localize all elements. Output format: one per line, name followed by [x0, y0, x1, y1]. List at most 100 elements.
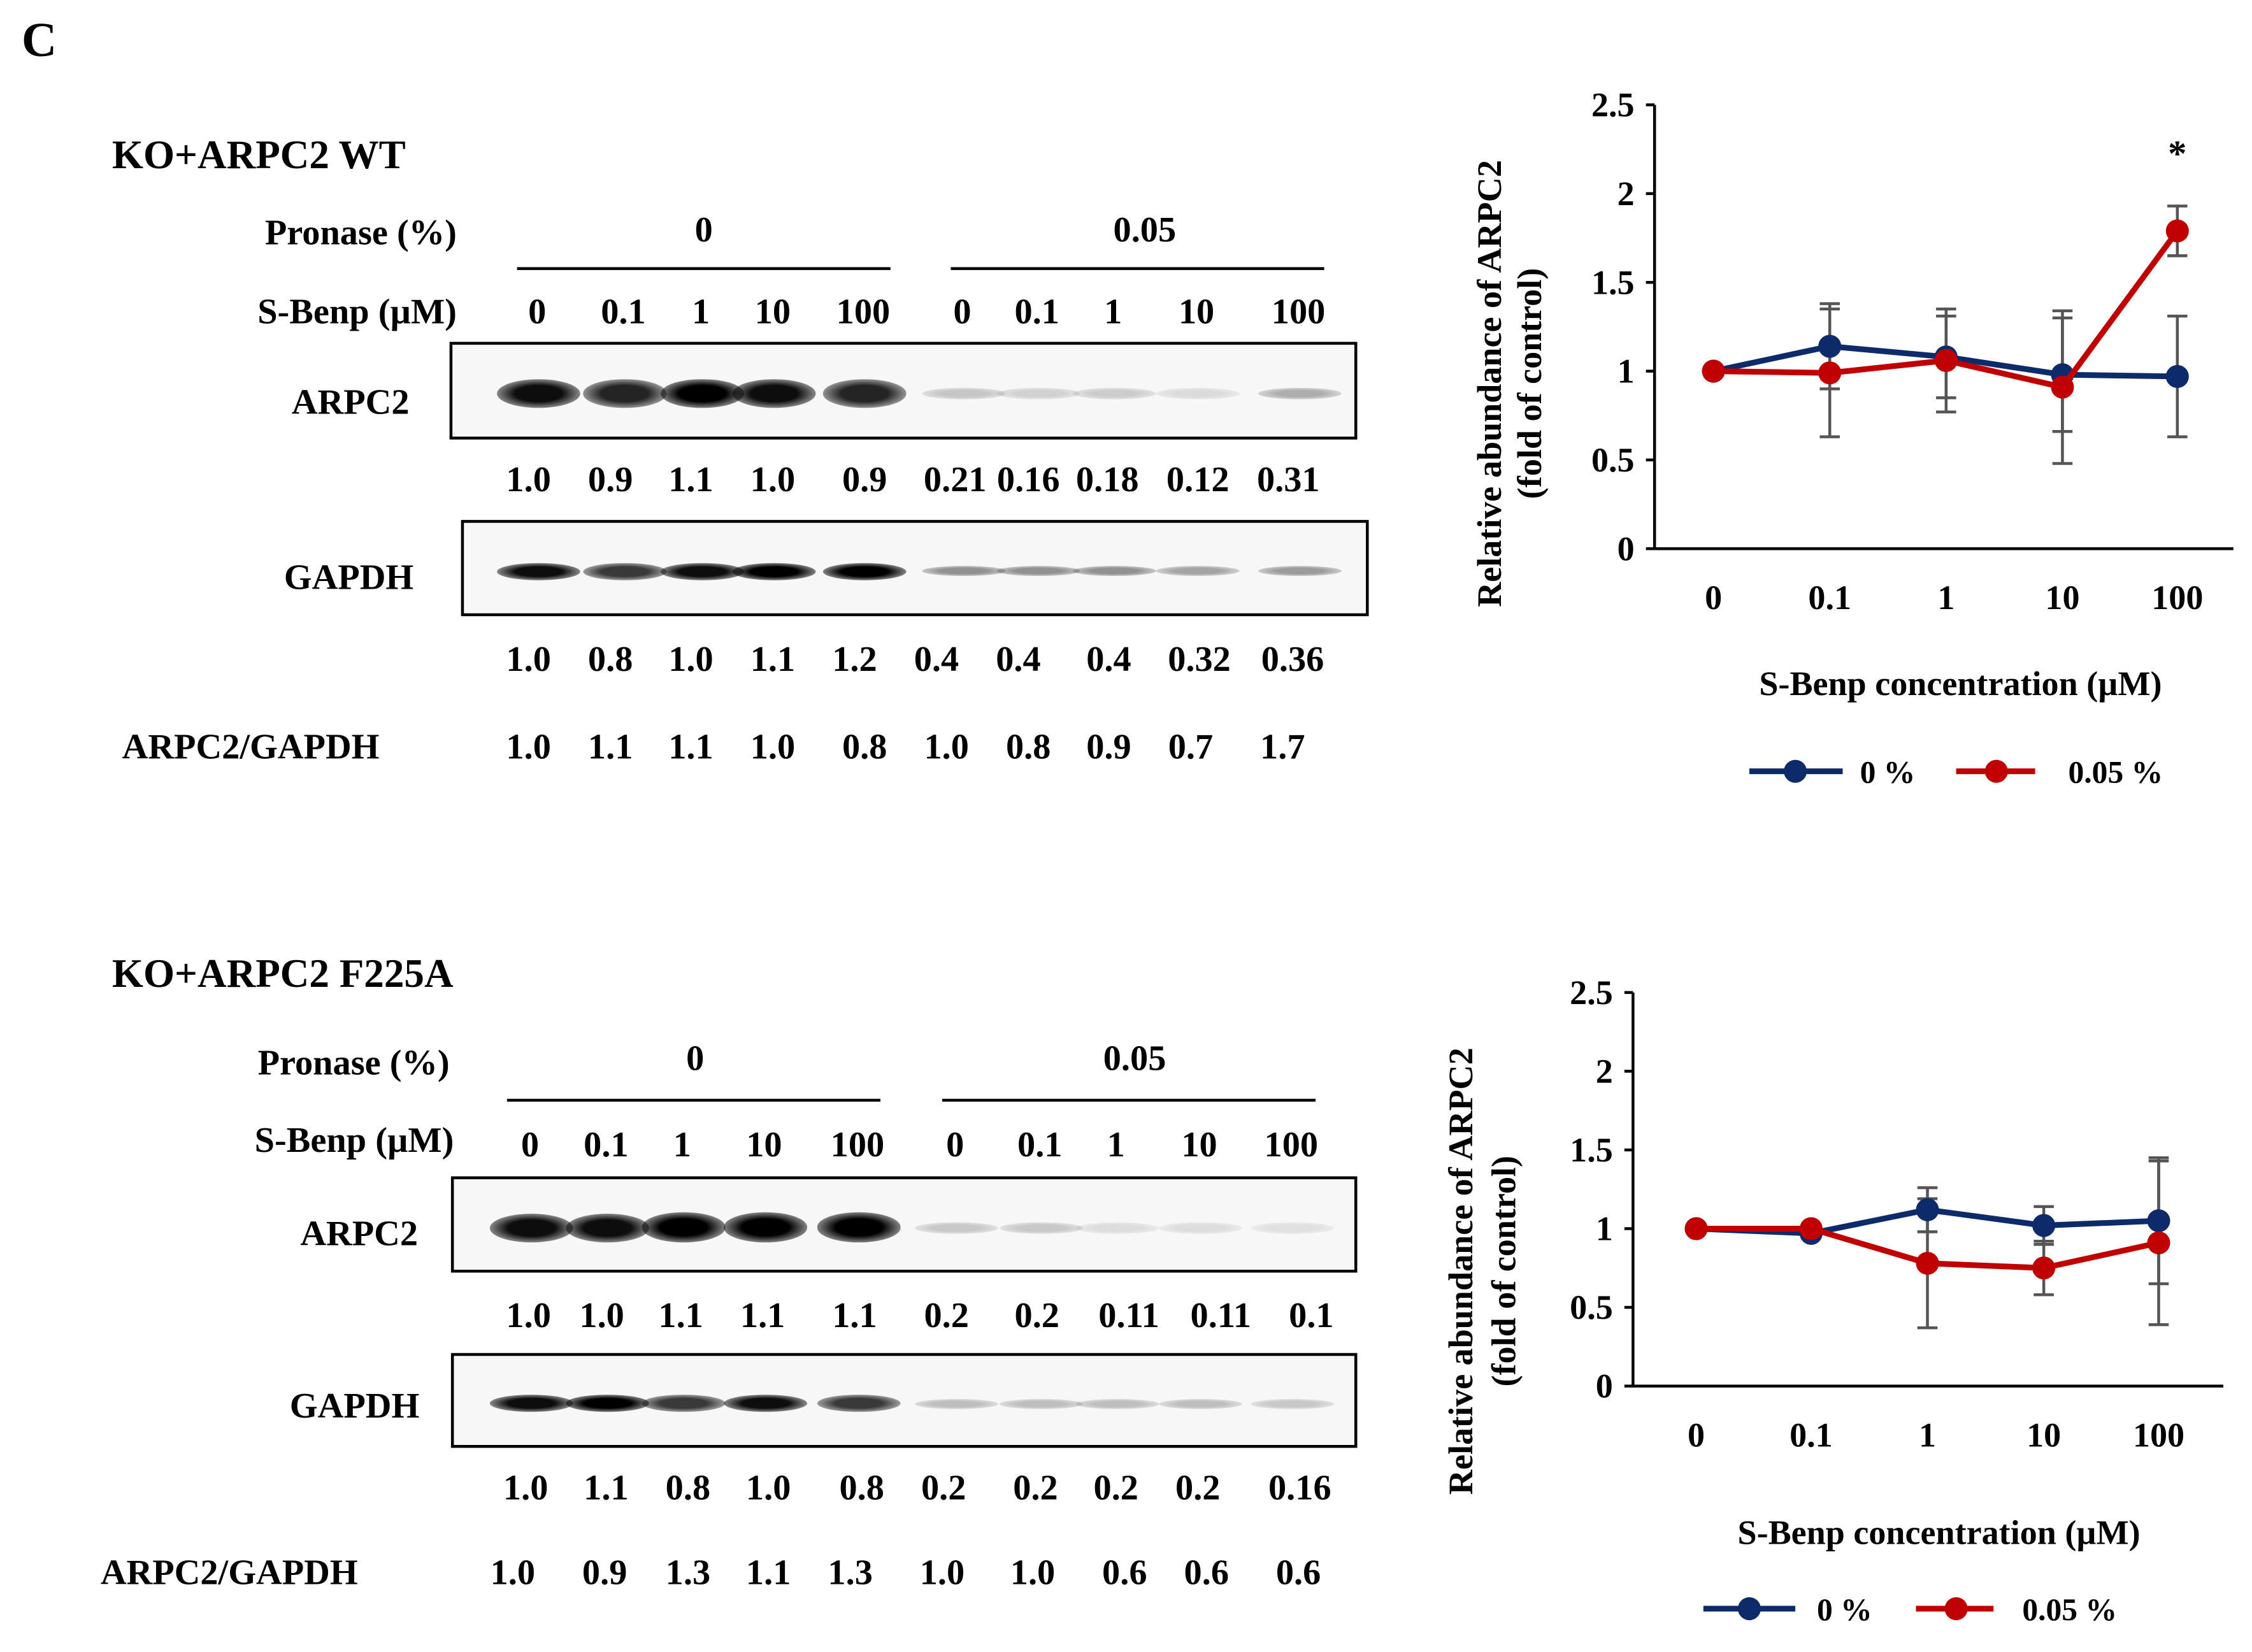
y-tick-label: 2 [1596, 1052, 1613, 1090]
group-bracket-line [506, 1098, 881, 1102]
data-point [1916, 1198, 1939, 1221]
legend-label: 0 % [1860, 755, 1916, 790]
arpc2-row-label: ARPC2 [291, 383, 410, 422]
protein-band [922, 566, 1006, 577]
arpc2-quant-value: 1.0 [750, 461, 796, 500]
pronase-group-label: 0.05 [1113, 211, 1177, 250]
x-tick-label: 0 [1688, 1416, 1705, 1454]
series-line-2 [1702, 219, 2189, 399]
protein-band [996, 387, 1080, 399]
x-tick-label: 0.1 [1808, 578, 1851, 617]
y-tick-label: 2 [1617, 175, 1635, 213]
legend-label: 0.05 % [2022, 1592, 2117, 1627]
x-axis-label: S-Benp concentration (µM) [1737, 1514, 2140, 1552]
arpc2-quant-value: 0.2 [1014, 1296, 1059, 1336]
y-tick-label: 0.5 [1570, 1288, 1613, 1326]
gapdh-quant-value: 0.4 [914, 640, 959, 680]
gapdh-quant-value: 1.0 [745, 1469, 791, 1509]
protein-band [1075, 1398, 1159, 1409]
gapdh-row-label: GAPDH [289, 1387, 420, 1426]
data-point [1684, 1217, 1708, 1240]
series-0.05pct [1819, 205, 2188, 465]
arpc2-quant-value: 0.11 [1098, 1296, 1159, 1336]
arpc2-quant-value: 1.1 [832, 1296, 877, 1336]
series-0.05pct [1917, 1159, 2169, 1330]
ratio-value: 0.9 [1086, 728, 1131, 767]
arpc2-quant-value: 1.1 [668, 461, 714, 500]
data-point [1818, 334, 1842, 358]
arpc2-row-label: ARPC2 [300, 1215, 419, 1254]
ratio-value: 0.7 [1168, 728, 1214, 767]
sbenp-label: S-Benp (µM) [257, 292, 457, 332]
y-axis-label: (fold of control) [1510, 268, 1549, 499]
group-bracket-line [942, 1098, 1316, 1102]
data-point [1934, 348, 1958, 372]
gapdh-quant-value: 1.0 [506, 640, 551, 680]
protein-band [566, 1395, 650, 1412]
gapdh-quant-value: 0.2 [1013, 1469, 1058, 1509]
protein-band [1159, 1221, 1243, 1233]
pronase-label: Pronase (%) [257, 1044, 450, 1083]
legend-label: 0 % [1817, 1592, 1872, 1627]
blot-title: KO+ARPC2 F225A [111, 952, 454, 997]
ratio-value: 0.6 [1275, 1554, 1321, 1593]
protein-band [489, 1395, 573, 1412]
ratio-value: 1.1 [587, 728, 633, 767]
data-point [2051, 375, 2074, 399]
ratio-row-label: ARPC2/GAPDH [122, 728, 380, 767]
lane-label: 0 [520, 1126, 540, 1165]
x-tick-label: 1 [1919, 1416, 1936, 1454]
ratio-value: 0.6 [1184, 1554, 1230, 1593]
arpc2-blot [450, 1176, 1358, 1273]
arpc2-quant-value: 0.1 [1289, 1296, 1334, 1336]
protein-band [1251, 1221, 1335, 1233]
ratio-value: 0.9 [582, 1554, 628, 1593]
y-tick-label: 1.5 [1591, 263, 1635, 301]
arpc2-quant-value: 0.16 [996, 461, 1060, 500]
ratio-value: 1.3 [828, 1554, 873, 1593]
protein-band [817, 1395, 901, 1412]
x-tick-label: 100 [2133, 1416, 2184, 1454]
sbenp-label: S-Benp (µM) [254, 1121, 454, 1161]
protein-band [583, 562, 667, 580]
protein-band [915, 1398, 998, 1409]
pronase-label: Pronase (%) [264, 213, 457, 253]
ratio-value: 1.0 [490, 1554, 536, 1593]
protein-band [1258, 566, 1342, 577]
arpc2-quant-value: 0.12 [1166, 461, 1230, 500]
lane-label: 100 [830, 1126, 885, 1165]
protein-band [732, 379, 816, 408]
pronase-group-label: 0 [694, 211, 713, 250]
protein-band [497, 562, 580, 580]
lane-label: 100 [836, 292, 891, 332]
significance-asterisk: * [2168, 133, 2186, 174]
arpc2-quant-value: 0.31 [1256, 461, 1320, 500]
protein-band [915, 1221, 998, 1233]
y-tick-label: 1 [1596, 1210, 1613, 1248]
x-tick-label: 0.1 [1789, 1416, 1833, 1454]
protein-band [489, 1212, 573, 1242]
x-tick-label: 100 [2151, 578, 2203, 617]
x-tick-label: 0 [1705, 578, 1722, 617]
data-point [2147, 1209, 2170, 1233]
protein-band [922, 387, 1006, 399]
lane-label: 0.1 [1017, 1126, 1063, 1165]
ratio-value: 1.0 [1010, 1554, 1056, 1593]
protein-band [822, 379, 907, 408]
arpc2-blot [449, 341, 1358, 440]
protein-band [642, 1395, 726, 1412]
x-tick-label: 10 [2045, 578, 2079, 617]
protein-band [1251, 1398, 1335, 1409]
gapdh-quant-value: 0.4 [996, 640, 1041, 680]
ratio-value: 1.7 [1260, 728, 1305, 767]
protein-band [661, 378, 744, 408]
gapdh-quant-value: 1.1 [750, 640, 796, 680]
arpc2-quant-value: 0.2 [924, 1296, 969, 1336]
arpc2-quant-value: 1.0 [506, 1296, 551, 1336]
arpc2-quant-value: 0.9 [842, 461, 887, 500]
y-tick-label: 1 [1617, 352, 1635, 391]
lane-label: 0 [946, 1126, 965, 1165]
gapdh-blot [450, 1353, 1358, 1448]
arpc2-quant-value: 0.21 [923, 461, 987, 500]
